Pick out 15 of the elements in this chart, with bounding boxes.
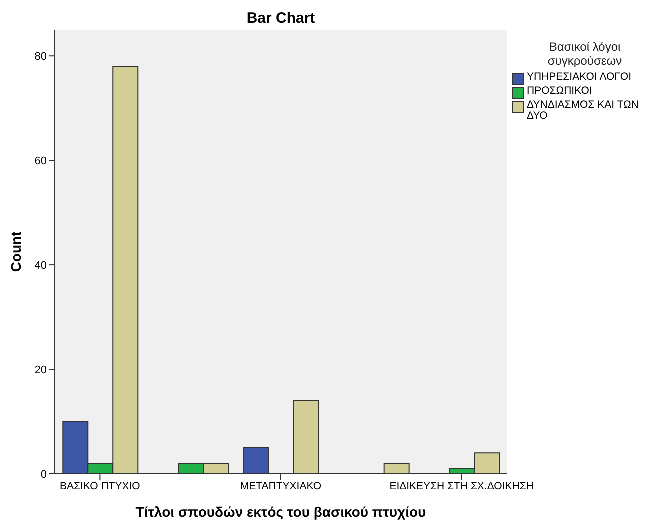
legend-title: Βασικοί λόγοι συγκρούσεων bbox=[546, 40, 624, 68]
y-axis-title: Count bbox=[8, 231, 24, 272]
y-tick-label: 60 bbox=[34, 155, 47, 168]
y-tick-label: 0 bbox=[40, 468, 47, 481]
chart-title: Bar Chart bbox=[246, 10, 316, 27]
x-axis-title: Τίτλοι σπουδών εκτός του βασικού πτυχίου bbox=[136, 504, 426, 520]
x-tick-label: ΜΕΤΑΠΤΥΧΙΑΚΟ bbox=[240, 480, 322, 492]
x-tick-label: ΕΙΔΙΚΕΥΣΗ ΣΤΗ ΣΧ.ΔΟΙΚΗΣΗ bbox=[390, 480, 534, 492]
y-tick-label: 80 bbox=[34, 51, 47, 64]
legend-label: ΠΡΟΣΩΠΙΚΟΙ bbox=[527, 85, 592, 97]
legend-label: ΥΠΗΡΕΣΙΑΚΟΙ ΛΟΓΟΙ bbox=[527, 71, 632, 83]
x-tick-label: ΒΑΣΙΚΟ ΠΤΥΧΙΟ bbox=[60, 480, 140, 492]
y-tick-label: 20 bbox=[34, 364, 47, 376]
legend-label: ΔΥΝΔΙΑΣΜΟΣ ΚΑΙ ΤΩΝ ΔΥΟ bbox=[527, 99, 640, 122]
y-tick-label: 40 bbox=[34, 260, 47, 272]
